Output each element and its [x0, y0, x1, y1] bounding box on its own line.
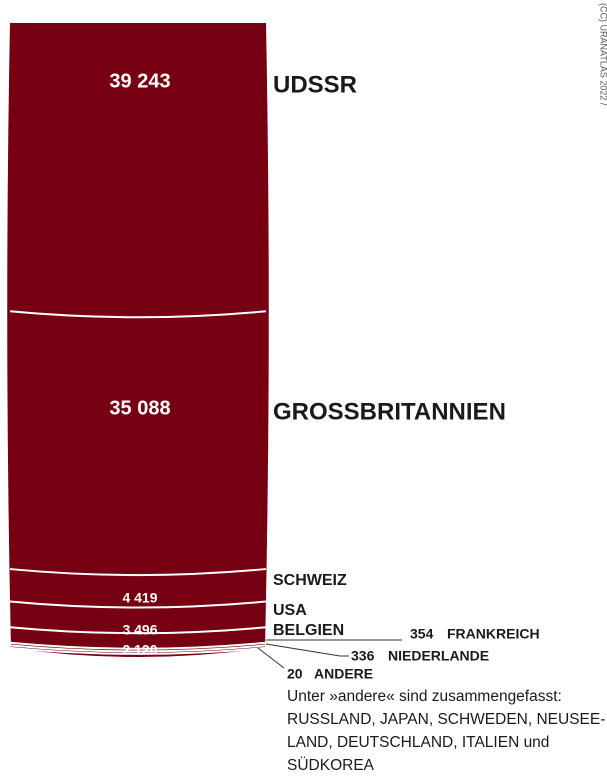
category-label-frankreich: FRANKREICH: [447, 626, 540, 642]
value-label-usa: 3 496: [122, 622, 157, 638]
leader-lines: [257, 639, 402, 669]
separator-5: [9, 641, 267, 650]
separator-1: [9, 310, 267, 319]
segments: [10, 23, 266, 648]
leader-niederlande: [265, 643, 349, 657]
category-label-belgien: BELGIEN: [273, 622, 344, 639]
category-label-niederlande: NIEDERLANDE: [388, 648, 489, 664]
separator-3: [9, 600, 267, 609]
category-label-schweiz: SCHWEIZ: [273, 572, 347, 589]
stacked-bar: [7, 23, 269, 657]
value-label-frankreich: 354: [410, 626, 434, 642]
leader-andere: [257, 647, 285, 669]
segment-separators: [9, 310, 267, 655]
labels: 39 243 UDSSR 35 088 GROSSBRITANNIEN 4 419 SCH…: [109, 70, 539, 681]
separator-6: [9, 644, 267, 653]
category-label-grossbritannien: GROSSBRITANNIEN: [273, 398, 506, 425]
category-label-udssr: UDSSR: [273, 71, 357, 98]
segment-grossbritannien: [10, 311, 266, 569]
category-label-usa: USA: [273, 602, 307, 619]
value-label-grossbritannien: 35 088: [109, 397, 170, 419]
value-label-belgien: 2 120: [122, 642, 157, 658]
credit-text: (CC) URANATLAS 2022 /: [599, 3, 607, 106]
value-label-andere: 20: [287, 666, 303, 682]
category-label-andere: ANDERE: [314, 666, 373, 682]
value-label-udssr: 39 243: [109, 70, 170, 92]
segment-udssr: [10, 23, 266, 311]
value-label-niederlande: 336: [351, 648, 375, 664]
separator-2: [9, 568, 267, 577]
separator-4: [9, 626, 267, 635]
separator-7: [9, 646, 267, 655]
footnote: Unter »andere« sind zusammengefasst: RUSS…: [287, 688, 605, 774]
value-label-schweiz: 4 419: [122, 590, 157, 606]
